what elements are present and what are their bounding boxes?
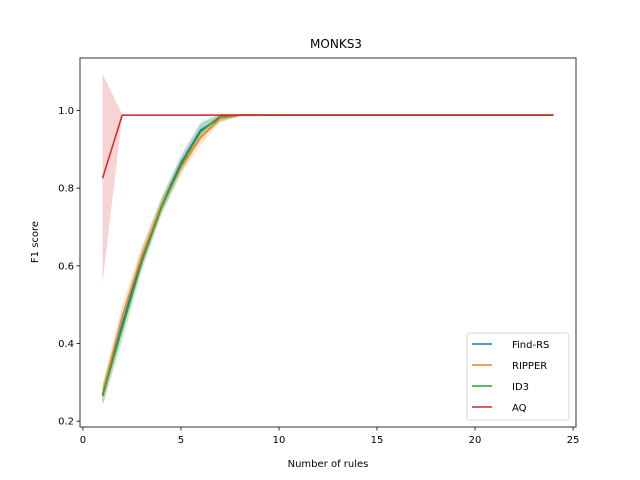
y-axis-label: F1 score bbox=[30, 221, 41, 263]
legend-frame bbox=[466, 332, 570, 421]
chart-title: MONKS3 bbox=[310, 37, 362, 51]
x-tick-label: 10 bbox=[273, 435, 286, 446]
plot-frame bbox=[79, 57, 577, 428]
legend-label: ID3 bbox=[512, 382, 529, 393]
y-tick-label: 0.8 bbox=[58, 184, 74, 195]
x-tick-label: 0 bbox=[80, 435, 86, 446]
x-axis-label: Number of rules bbox=[288, 459, 369, 470]
x-tick-label: 25 bbox=[567, 435, 580, 446]
y-tick-label: 0.4 bbox=[58, 339, 74, 350]
series-lines bbox=[101, 114, 554, 397]
x-tick-label: 15 bbox=[371, 435, 384, 446]
x-tick-label: 5 bbox=[178, 435, 184, 446]
y-tick-label: 0.2 bbox=[58, 417, 74, 428]
y-tick-label: 0.6 bbox=[58, 261, 74, 272]
x-tick-label: 20 bbox=[469, 435, 482, 446]
legend: Find-RS RIPPER ID3 AQ bbox=[466, 332, 570, 421]
y-tick-label: 1.0 bbox=[58, 106, 74, 117]
line-aq bbox=[101, 114, 554, 179]
axes: 0 5 10 15 20 25 0.2 0.4 0.6 0.8 1.0 bbox=[58, 57, 580, 446]
legend-label: AQ bbox=[512, 403, 527, 414]
legend-label: Find-RS bbox=[512, 340, 549, 351]
legend-label: RIPPER bbox=[512, 361, 547, 372]
